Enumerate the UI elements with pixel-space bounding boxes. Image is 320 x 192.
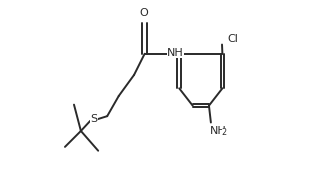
- Text: 2: 2: [222, 128, 227, 137]
- Text: S: S: [91, 114, 98, 124]
- Text: NH: NH: [210, 126, 227, 136]
- Text: O: O: [139, 8, 148, 18]
- Text: NH: NH: [167, 48, 184, 58]
- Text: Cl: Cl: [228, 34, 239, 44]
